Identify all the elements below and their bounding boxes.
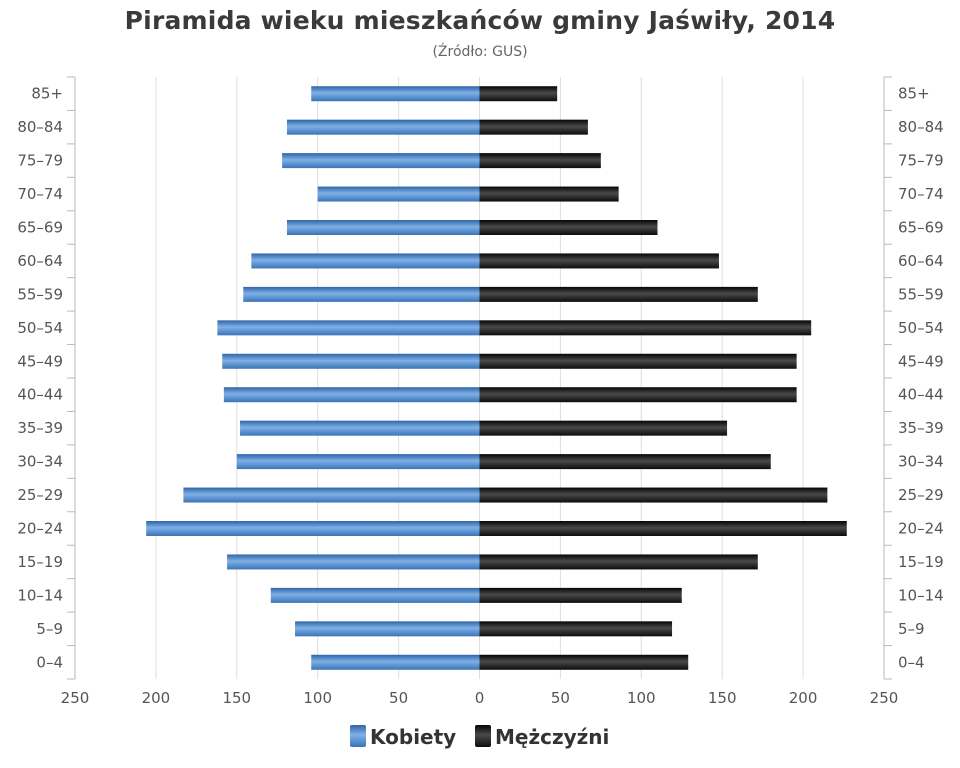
y-tick-label-left: 15–19: [17, 553, 63, 571]
bar-mezczyzni[interactable]: [479, 621, 673, 637]
bar-kobiety[interactable]: [270, 587, 480, 603]
y-tick-label-right: 70–74: [898, 185, 944, 203]
x-tick-label: 100: [627, 689, 656, 707]
bar-mezczyzni[interactable]: [479, 186, 619, 202]
x-tick-label: 50: [389, 689, 408, 707]
x-tick-label: 150: [222, 689, 251, 707]
legend-item-kobiety[interactable]: Kobiety: [350, 725, 456, 749]
bar-kobiety[interactable]: [243, 286, 480, 302]
x-tick-label: 250: [61, 689, 90, 707]
x-tick-label: 250: [870, 689, 899, 707]
y-tick-label-right: 60–64: [898, 252, 944, 270]
y-tick-label-left: 35–39: [17, 419, 63, 437]
bar-mezczyzni[interactable]: [479, 454, 771, 470]
bar-mezczyzni[interactable]: [479, 119, 588, 135]
y-tick-label-left: 75–79: [17, 152, 63, 170]
bar-kobiety[interactable]: [311, 86, 480, 102]
y-tick-label-right: 25–29: [898, 486, 944, 504]
y-tick-label-left: 70–74: [17, 185, 63, 203]
bar-mezczyzni[interactable]: [479, 153, 601, 169]
bar-mezczyzni[interactable]: [479, 286, 758, 302]
y-tick-label-right: 30–34: [898, 453, 944, 471]
y-tick-label-left: 80–84: [17, 118, 63, 136]
bar-kobiety[interactable]: [183, 487, 480, 503]
y-tick-label-right: 15–19: [898, 553, 944, 571]
y-tick-label-left: 65–69: [17, 219, 63, 237]
bar-mezczyzni[interactable]: [479, 654, 689, 670]
y-tick-label-right: 10–14: [898, 586, 944, 604]
chart-subtitle: (Źródło: GUS): [432, 44, 528, 60]
y-tick-label-left: 85+: [31, 85, 63, 103]
bar-kobiety[interactable]: [295, 621, 480, 637]
legend-swatch: [350, 725, 366, 747]
bar-kobiety[interactable]: [311, 654, 480, 670]
x-tick-label: 100: [303, 689, 332, 707]
y-tick-label-right: 75–79: [898, 152, 944, 170]
y-tick-label-right: 40–44: [898, 386, 944, 404]
x-tick-label: 200: [142, 689, 171, 707]
y-tick-label-right: 85+: [898, 85, 930, 103]
y-tick-label-right: 55–59: [898, 285, 944, 303]
bar-mezczyzni[interactable]: [479, 253, 719, 269]
bar-kobiety[interactable]: [317, 186, 480, 202]
y-tick-label-left: 50–54: [17, 319, 63, 337]
legend-label: Mężczyźni: [495, 725, 609, 749]
legend-label: Kobiety: [370, 725, 456, 749]
bar-kobiety[interactable]: [286, 220, 480, 235]
y-tick-label-right: 5–9: [898, 620, 925, 638]
bar-kobiety[interactable]: [240, 420, 480, 436]
legend-item-mezczyzni[interactable]: Mężczyźni: [475, 725, 609, 749]
y-tick-label-right: 50–54: [898, 319, 944, 337]
bar-kobiety[interactable]: [286, 119, 480, 135]
y-tick-label-left: 0–4: [36, 653, 63, 671]
bar-mezczyzni[interactable]: [479, 220, 658, 235]
bar-kobiety[interactable]: [223, 387, 480, 403]
bar-mezczyzni[interactable]: [479, 387, 797, 403]
y-tick-label-left: 30–34: [17, 453, 63, 471]
x-tick-label: 200: [789, 689, 818, 707]
y-tick-label-right: 0–4: [898, 653, 925, 671]
bar-mezczyzni[interactable]: [479, 554, 758, 570]
y-tick-label-right: 35–39: [898, 419, 944, 437]
y-tick-label-left: 25–29: [17, 486, 63, 504]
x-tick-label: 0: [475, 689, 485, 707]
chart-title: Piramida wieku mieszkańców gminy Jaświły…: [124, 6, 836, 35]
bar-kobiety[interactable]: [222, 353, 480, 369]
bar-kobiety[interactable]: [146, 521, 480, 536]
bar-mezczyzni[interactable]: [479, 587, 682, 603]
y-tick-label-left: 60–64: [17, 252, 63, 270]
y-tick-label-left: 45–49: [17, 352, 63, 370]
bar-kobiety[interactable]: [227, 554, 480, 570]
legend-swatch: [475, 725, 491, 747]
bar-mezczyzni[interactable]: [479, 86, 558, 102]
y-tick-label-left: 20–24: [17, 520, 63, 538]
bar-kobiety[interactable]: [236, 454, 480, 470]
x-tick-label: 50: [551, 689, 570, 707]
y-tick-label-left: 40–44: [17, 386, 63, 404]
y-tick-label-left: 5–9: [36, 620, 63, 638]
bar-kobiety[interactable]: [217, 320, 480, 336]
y-tick-label-right: 65–69: [898, 219, 944, 237]
bar-kobiety[interactable]: [282, 153, 480, 169]
y-tick-label-right: 45–49: [898, 352, 944, 370]
bar-mezczyzni[interactable]: [479, 420, 728, 436]
bar-mezczyzni[interactable]: [479, 521, 847, 536]
bar-mezczyzni[interactable]: [479, 487, 828, 503]
bar-mezczyzni[interactable]: [479, 320, 812, 336]
bar-mezczyzni[interactable]: [479, 353, 797, 369]
x-tick-label: 150: [708, 689, 737, 707]
y-tick-label-right: 80–84: [898, 118, 944, 136]
bar-kobiety[interactable]: [251, 253, 480, 269]
y-tick-label-left: 55–59: [17, 285, 63, 303]
y-tick-label-left: 10–14: [17, 586, 63, 604]
y-tick-label-right: 20–24: [898, 520, 944, 538]
